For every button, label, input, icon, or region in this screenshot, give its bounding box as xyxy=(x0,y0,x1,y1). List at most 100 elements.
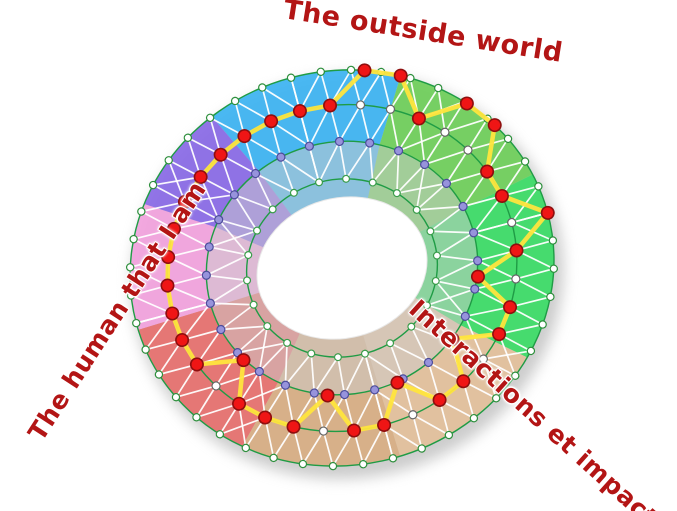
node[interactable] xyxy=(283,338,292,347)
node[interactable] xyxy=(241,443,250,453)
node[interactable] xyxy=(406,73,415,83)
red-node[interactable] xyxy=(236,353,251,368)
node[interactable] xyxy=(431,276,440,285)
red-node[interactable] xyxy=(357,63,372,78)
node[interactable] xyxy=(458,201,468,212)
red-node[interactable] xyxy=(494,188,509,203)
node[interactable] xyxy=(385,104,396,114)
red-node[interactable] xyxy=(502,300,518,315)
node[interactable] xyxy=(298,459,308,469)
node[interactable] xyxy=(360,349,369,358)
node[interactable] xyxy=(205,113,215,123)
node[interactable] xyxy=(216,324,226,335)
red-node[interactable] xyxy=(322,98,338,113)
node[interactable] xyxy=(407,322,416,331)
node[interactable] xyxy=(307,349,316,358)
node[interactable] xyxy=(473,256,483,266)
node[interactable] xyxy=(463,145,473,155)
red-node[interactable] xyxy=(166,221,181,236)
node[interactable] xyxy=(440,127,450,137)
node[interactable] xyxy=(534,182,543,191)
node[interactable] xyxy=(229,190,239,200)
node[interactable] xyxy=(333,353,342,362)
node[interactable] xyxy=(412,205,421,214)
red-node[interactable] xyxy=(411,111,426,126)
node[interactable] xyxy=(441,178,452,188)
red-node[interactable] xyxy=(491,327,507,342)
node[interactable] xyxy=(503,134,513,144)
red-node[interactable] xyxy=(177,194,192,209)
red-node[interactable] xyxy=(257,410,273,425)
node[interactable] xyxy=(254,366,264,377)
node[interactable] xyxy=(365,138,375,148)
node[interactable] xyxy=(276,152,286,162)
node[interactable] xyxy=(154,370,164,379)
node[interactable] xyxy=(328,461,338,471)
red-node[interactable] xyxy=(193,169,208,184)
node[interactable] xyxy=(549,264,558,273)
node[interactable] xyxy=(309,388,319,398)
node[interactable] xyxy=(316,67,325,77)
node[interactable] xyxy=(315,178,324,187)
node[interactable] xyxy=(469,228,479,238)
node[interactable] xyxy=(434,83,443,93)
node[interactable] xyxy=(318,426,329,436)
node[interactable] xyxy=(244,251,253,260)
node[interactable] xyxy=(171,392,181,402)
red-node[interactable] xyxy=(292,103,307,119)
node[interactable] xyxy=(268,205,277,214)
node[interactable] xyxy=(359,459,368,469)
node[interactable] xyxy=(469,413,479,423)
node[interactable] xyxy=(126,263,135,272)
red-node[interactable] xyxy=(264,114,279,129)
node[interactable] xyxy=(422,301,431,310)
node[interactable] xyxy=(432,251,441,260)
node[interactable] xyxy=(280,380,291,390)
node[interactable] xyxy=(346,65,356,75)
node[interactable] xyxy=(392,189,401,198)
node[interactable] xyxy=(164,156,173,165)
node[interactable] xyxy=(201,270,211,280)
red-node[interactable] xyxy=(487,118,502,133)
red-node[interactable] xyxy=(237,128,252,144)
red-node[interactable] xyxy=(213,147,228,162)
node[interactable] xyxy=(478,354,488,364)
node[interactable] xyxy=(548,236,558,245)
red-node[interactable] xyxy=(161,249,176,265)
node[interactable] xyxy=(137,207,146,216)
node[interactable] xyxy=(408,410,418,420)
sector-inner-human-purple[interactable] xyxy=(204,166,297,258)
node[interactable] xyxy=(370,385,380,395)
red-node[interactable] xyxy=(393,68,408,83)
red-node[interactable] xyxy=(376,417,392,432)
node[interactable] xyxy=(444,430,454,440)
node[interactable] xyxy=(129,234,138,244)
node[interactable] xyxy=(388,454,398,463)
sector-inner-human-pink[interactable] xyxy=(192,216,276,308)
node[interactable] xyxy=(339,389,350,400)
red-node[interactable] xyxy=(231,396,247,411)
node[interactable] xyxy=(204,242,214,252)
node[interactable] xyxy=(214,215,224,225)
red-node[interactable] xyxy=(479,164,495,179)
red-node[interactable] xyxy=(165,306,180,321)
red-node[interactable] xyxy=(432,392,447,407)
node[interactable] xyxy=(386,339,395,348)
node[interactable] xyxy=(538,320,547,329)
node[interactable] xyxy=(511,371,520,380)
node[interactable] xyxy=(460,311,470,321)
node[interactable] xyxy=(526,346,536,356)
node[interactable] xyxy=(334,136,345,147)
node[interactable] xyxy=(342,174,351,183)
node[interactable] xyxy=(211,381,221,391)
red-node[interactable] xyxy=(320,388,335,403)
node[interactable] xyxy=(250,168,261,179)
red-node[interactable] xyxy=(390,375,405,390)
node[interactable] xyxy=(423,357,434,368)
node[interactable] xyxy=(215,430,225,439)
node[interactable] xyxy=(420,159,430,170)
node[interactable] xyxy=(192,413,201,422)
node[interactable] xyxy=(355,100,366,110)
sector-outside-blue[interactable] xyxy=(207,50,416,185)
red-node[interactable] xyxy=(346,423,361,438)
